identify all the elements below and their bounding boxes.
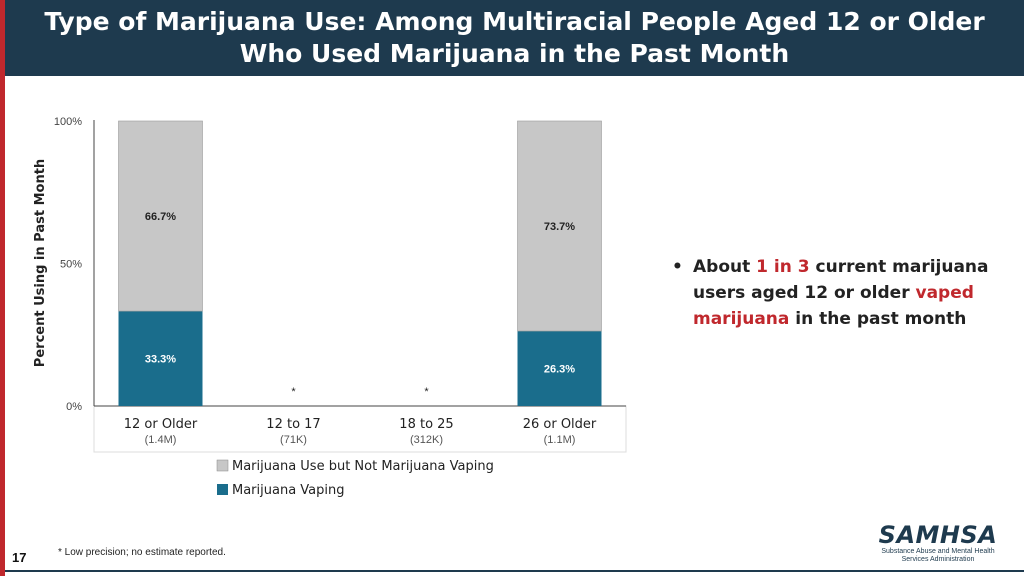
footnote: * Low precision; no estimate reported. bbox=[58, 547, 226, 558]
x-category-label: 12 or Older bbox=[124, 417, 198, 432]
category-labels: 12 or Older (1.4M) 12 to 17 (71K) 18 to 25 (3… bbox=[124, 417, 597, 446]
slide-title-line-2: Who Used Marijuana in the Past Month bbox=[239, 39, 790, 68]
x-category-label: 18 to 25 bbox=[399, 417, 453, 432]
bar-segment-not-vaping bbox=[118, 120, 203, 312]
y-tick-label: 0% bbox=[66, 401, 82, 413]
key-finding-bullet: • About 1 in 3 current marijuana users a… bbox=[672, 254, 1002, 332]
y-tick-label: 100% bbox=[54, 116, 82, 128]
logo-subtitle-2: Services Administration bbox=[901, 556, 975, 563]
bullet-highlight-vaped: vaped marijuana bbox=[693, 283, 974, 329]
bar-segment-vaping bbox=[517, 331, 602, 406]
bullet-part-2: current marijuana users aged 12 or older bbox=[693, 257, 989, 303]
suppressed-estimate-marker: * bbox=[291, 386, 296, 398]
x-category-count: (71K) bbox=[280, 434, 307, 446]
samhsa-logo: SAMHSA Substance Abuse and Mental Health… bbox=[878, 522, 998, 564]
x-category-count: (312K) bbox=[410, 434, 443, 446]
title-bar: Type of Marijuana Use: Among Multiracial… bbox=[5, 0, 1024, 76]
x-category-count: (1.4M) bbox=[145, 434, 177, 446]
y-tick-label: 50% bbox=[60, 259, 82, 271]
data-label-vaping: 33.3% bbox=[145, 354, 176, 366]
data-label-not-vaping: 66.7% bbox=[145, 211, 176, 223]
bar-segment-not-vaping bbox=[517, 120, 602, 332]
bullet-highlight-ratio: 1 in 3 bbox=[756, 257, 810, 277]
bars: 33.3% 66.7% * * 26.3% 73.7% bbox=[118, 120, 602, 406]
bullet-dot-icon: • bbox=[672, 257, 683, 277]
legend-label-vaping: Marijuana Vaping bbox=[232, 483, 345, 498]
left-accent-stripe bbox=[0, 0, 5, 576]
bottom-rule bbox=[5, 570, 1024, 572]
legend: Marijuana Use but Not Marijuana Vaping M… bbox=[216, 459, 494, 498]
x-category-label: 26 or Older bbox=[523, 417, 597, 432]
slide-title-line-1: Type of Marijuana Use: Among Multiracial… bbox=[44, 7, 985, 36]
bar-segment-vaping bbox=[118, 311, 203, 406]
y-ticks: 0% 50% 100% bbox=[54, 116, 82, 413]
logo-wordmark: SAMHSA bbox=[878, 521, 998, 549]
legend-label-not-vaping: Marijuana Use but Not Marijuana Vaping bbox=[232, 459, 494, 474]
suppressed-estimate-marker: * bbox=[424, 386, 429, 398]
x-category-count: (1.1M) bbox=[544, 434, 576, 446]
bullet-text: About 1 in 3 current marijuana users age… bbox=[693, 254, 1002, 332]
bullet-part-1: About bbox=[693, 257, 757, 277]
data-label-not-vaping: 73.7% bbox=[544, 221, 575, 233]
logo-subtitle-1: Substance Abuse and Mental Health bbox=[881, 548, 995, 555]
x-category-label: 12 to 17 bbox=[266, 417, 320, 432]
legend-swatch-not-vaping bbox=[216, 459, 229, 472]
page-number: 17 bbox=[12, 550, 27, 565]
y-axis-title: Percent Using in Past Month bbox=[33, 159, 48, 367]
bullet-part-3: in the past month bbox=[789, 309, 967, 329]
legend-swatch-vaping bbox=[217, 484, 228, 495]
data-label-vaping: 26.3% bbox=[544, 364, 575, 376]
